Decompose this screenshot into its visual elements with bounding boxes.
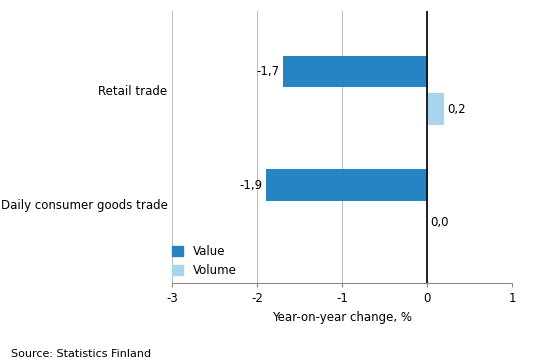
Text: 0,0: 0,0	[431, 216, 449, 229]
Legend: Value, Volume: Value, Volume	[171, 245, 237, 277]
Text: -1,7: -1,7	[257, 65, 279, 78]
Text: 0,2: 0,2	[447, 102, 466, 115]
Bar	[427, 93, 444, 125]
Bar	[283, 56, 427, 87]
Bar	[266, 169, 427, 201]
Text: Source: Statistics Finland: Source: Statistics Finland	[11, 349, 151, 359]
Text: -1,9: -1,9	[239, 179, 262, 192]
X-axis label: Year-on-year change, %: Year-on-year change, %	[272, 311, 412, 324]
